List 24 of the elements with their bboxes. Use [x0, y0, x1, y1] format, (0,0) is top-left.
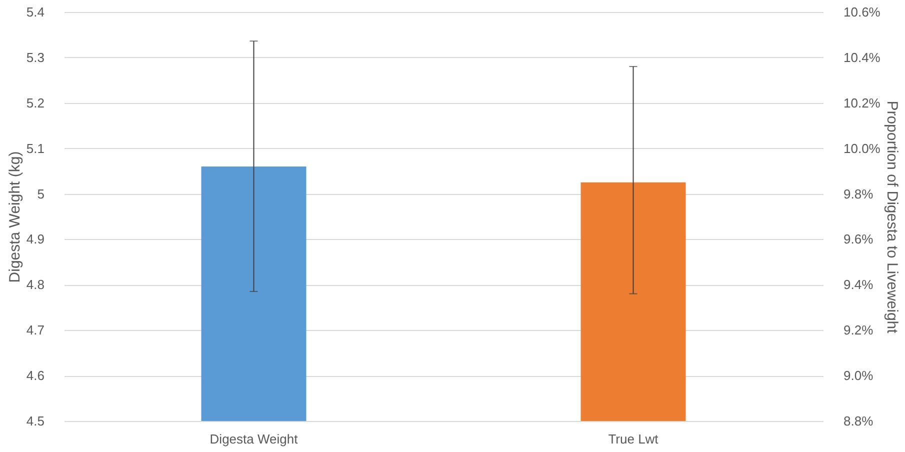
y-tick-label: 5 [37, 186, 44, 202]
y2-axis-title: Proportion of Digesta to Liveweight [883, 100, 900, 334]
y2-tick-label: 9.8% [844, 186, 874, 202]
y-tick-label: 5.4 [26, 4, 44, 20]
y-tick-label: 4.9 [26, 232, 44, 247]
y2-tick-label: 9.4% [844, 277, 874, 292]
y-tick-label: 4.6 [26, 368, 44, 384]
y2-tick-label: 10.4% [844, 50, 881, 65]
y2-tick-label: 10.6% [844, 4, 881, 20]
y-tick-label: 4.8 [26, 277, 44, 292]
y-tick-label: 5.2 [26, 95, 44, 110]
y-tick-label: 5.1 [26, 140, 44, 156]
y2-tick-label: 10.2% [844, 95, 881, 110]
y-tick-label: 5.3 [26, 50, 44, 65]
y2-tick-label: 9.6% [844, 232, 874, 247]
y-axis-title: Digesta Weight (kg) [6, 151, 24, 283]
y2-tick-label: 9.2% [844, 322, 874, 338]
y2-tick-label: 9.0% [844, 368, 874, 384]
y2-tick-label: 8.8% [844, 414, 874, 428]
x-tick-label: True Lwt [608, 432, 659, 446]
x-tick-label: Digesta Weight [210, 432, 298, 446]
y-tick-label: 4.5 [26, 414, 44, 428]
y-tick-label: 4.7 [26, 322, 44, 338]
y2-tick-label: 10.0% [844, 140, 881, 156]
